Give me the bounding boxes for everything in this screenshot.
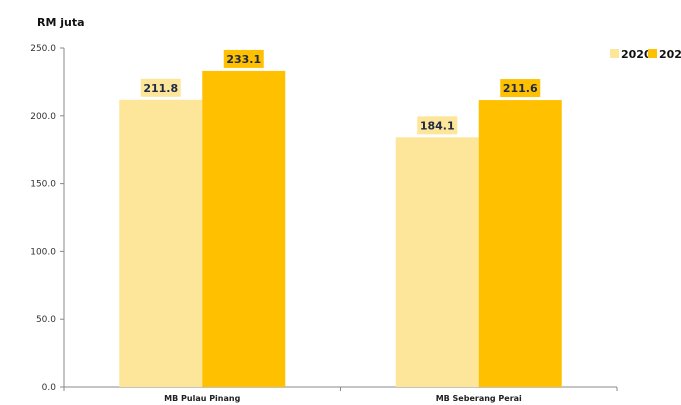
bar-2020 bbox=[395, 137, 479, 387]
y-tick-label: 50.0 bbox=[36, 315, 56, 325]
y-tick-label: 100.0 bbox=[30, 247, 56, 257]
legend-label: 2021 bbox=[659, 48, 681, 61]
y-axis-unit-label: RM juta bbox=[37, 16, 85, 29]
legend-swatch-2021 bbox=[648, 49, 657, 58]
x-category-label: MB Pulau Pinang bbox=[164, 394, 240, 403]
data-label-box bbox=[223, 49, 264, 68]
legend-label: 2020 bbox=[621, 48, 652, 61]
data-label: 184.1 bbox=[420, 119, 455, 132]
y-tick-label: 250.0 bbox=[30, 44, 56, 54]
bar-2020 bbox=[119, 99, 203, 388]
data-label: 233.1 bbox=[226, 53, 261, 66]
y-tick-label: 200.0 bbox=[30, 112, 56, 122]
bars bbox=[119, 70, 562, 388]
legend: 2020 2021 bbox=[610, 48, 681, 61]
bar-2021 bbox=[478, 100, 562, 387]
data-labels: 211.8 233.1 184.1 211.6 bbox=[140, 49, 541, 135]
data-label: 211.8 bbox=[143, 82, 178, 95]
x-category-label: MB Seberang Perai bbox=[436, 394, 522, 403]
legend-swatch-2020 bbox=[610, 49, 619, 58]
data-label-box bbox=[140, 78, 181, 97]
data-label: 211.6 bbox=[503, 82, 538, 95]
bar-2021 bbox=[202, 70, 286, 388]
data-label-box bbox=[417, 116, 458, 135]
y-tick-label: 0.0 bbox=[42, 383, 57, 393]
y-tick-label: 150.0 bbox=[30, 180, 56, 190]
data-label-box bbox=[500, 79, 541, 98]
